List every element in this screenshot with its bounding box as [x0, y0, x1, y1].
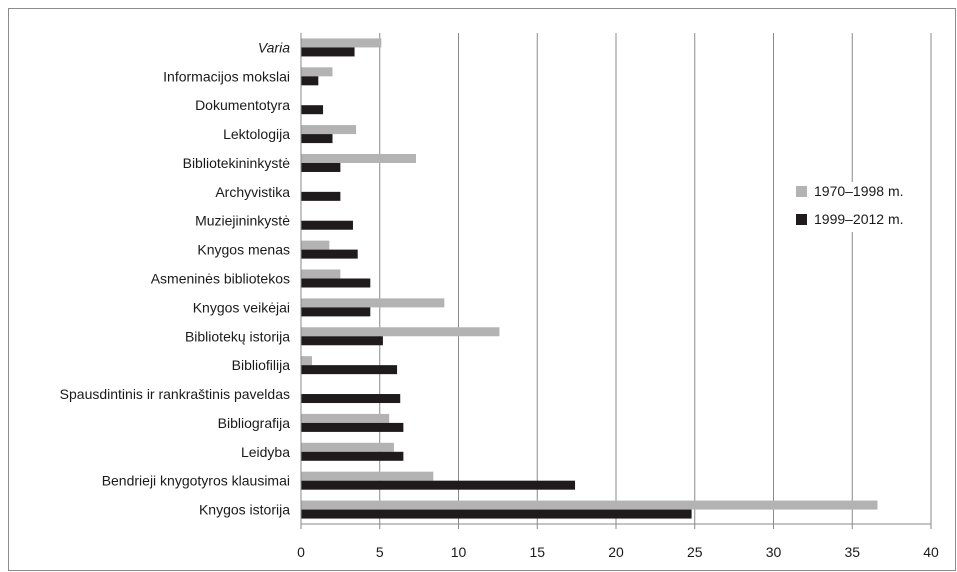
bar-1999-2012	[301, 509, 692, 519]
category-label: Informacijos mokslai	[163, 68, 290, 84]
bar-1999-2012	[301, 191, 341, 201]
x-tick-label: 20	[608, 544, 624, 560]
legend-label: 1999–2012 m.	[814, 211, 904, 227]
bar-1999-2012	[301, 480, 576, 490]
bar-1970-1998	[301, 442, 394, 452]
category-label: Knygos istorija	[199, 502, 290, 518]
category-label: Lektologija	[223, 126, 290, 142]
x-tick-label: 10	[451, 544, 467, 560]
bar-1970-1998	[301, 269, 341, 279]
bar-1999-2012	[301, 249, 358, 259]
bar-1970-1998	[301, 413, 390, 423]
bar-1999-2012	[301, 162, 341, 172]
legend-swatch	[796, 214, 807, 225]
bar-1999-2012	[301, 47, 355, 57]
category-label: Asmeninės bibliotekos	[151, 271, 290, 287]
x-tick-label: 40	[923, 544, 939, 560]
category-label: Muziejininkystė	[195, 213, 290, 229]
bar-1999-2012	[301, 365, 398, 375]
bar-1970-1998	[301, 327, 500, 337]
category-label: Bibliotekų istorija	[185, 328, 290, 344]
bar-1999-2012	[301, 451, 404, 461]
category-label: Bibliotekininkystė	[183, 155, 291, 171]
bar-1970-1998	[301, 153, 416, 163]
bar-1999-2012	[301, 394, 401, 404]
bar-1999-2012	[301, 307, 371, 317]
chart-frame	[8, 8, 956, 571]
category-label: Bendrieji knygotyros klausimai	[102, 473, 290, 489]
category-label: Knygos menas	[197, 242, 290, 258]
bar-1970-1998	[301, 500, 878, 510]
bar-1970-1998	[301, 471, 434, 481]
bar-1999-2012	[301, 134, 333, 144]
x-tick-label: 0	[297, 544, 305, 560]
bar-1970-1998	[301, 38, 382, 48]
category-label: Leidyba	[241, 444, 290, 460]
bar-1970-1998	[301, 67, 333, 77]
category-label: Dokumentotyra	[195, 97, 290, 113]
bar-1970-1998	[301, 356, 313, 366]
bar-1999-2012	[301, 76, 319, 86]
category-label: Bibliografija	[218, 415, 291, 431]
x-tick-label: 30	[766, 544, 782, 560]
bar-1999-2012	[301, 278, 371, 288]
bar-1970-1998	[301, 240, 330, 250]
category-label: Knygos veikėjai	[193, 299, 290, 315]
legend-background	[790, 182, 930, 232]
category-label: Archyvistika	[215, 184, 290, 200]
x-tick-label: 25	[687, 544, 703, 560]
bar-1999-2012	[301, 105, 324, 115]
bar-1999-2012	[301, 336, 383, 346]
bar-1999-2012	[301, 422, 404, 432]
x-tick-label: 35	[844, 544, 860, 560]
legend-swatch	[796, 186, 807, 197]
bar-1970-1998	[301, 298, 445, 308]
category-label: Spausdintinis ir rankraštinis paveldas	[60, 386, 290, 402]
bar-1970-1998	[301, 125, 357, 135]
legend-label: 1970–1998 m.	[814, 183, 904, 199]
category-label: Bibliofilija	[232, 357, 291, 373]
x-tick-label: 15	[529, 544, 545, 560]
x-tick-label: 5	[376, 544, 384, 560]
category-label: Varia	[258, 39, 290, 55]
bar-1999-2012	[301, 220, 353, 230]
